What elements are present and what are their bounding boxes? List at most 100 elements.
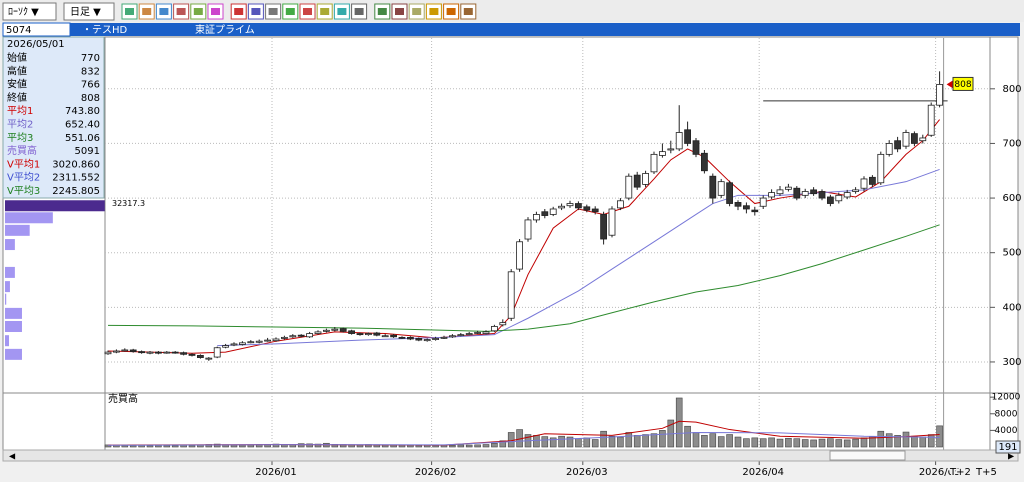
candle-body xyxy=(717,181,725,196)
candle-body xyxy=(860,178,868,189)
volume-bar xyxy=(785,437,792,448)
chart-type-button[interactable] xyxy=(2,2,57,21)
y-tick-label: 600 xyxy=(1002,193,1021,204)
candle-body xyxy=(650,153,658,173)
toolbar-icon-glyph xyxy=(125,8,134,15)
volume-bar xyxy=(558,435,565,448)
candle-body xyxy=(776,189,784,195)
candle-body xyxy=(356,333,364,336)
scroll-thumb[interactable] xyxy=(829,450,906,461)
price-volume-bar xyxy=(5,281,10,293)
scroll-right[interactable]: ▶ xyxy=(1008,452,1015,461)
volume-bar xyxy=(642,434,649,448)
x-tick-label: 2026/05 xyxy=(919,467,961,478)
candle-body xyxy=(406,336,414,340)
volume-bar xyxy=(465,444,473,448)
candle-body xyxy=(415,338,423,341)
moving-average-line xyxy=(107,224,940,332)
toolbar-icon-glyph xyxy=(193,8,203,15)
candle-body xyxy=(339,328,347,332)
price-volume-bar xyxy=(5,200,105,212)
volume-tick-label: 12000 xyxy=(992,393,1021,403)
candle-body xyxy=(583,206,591,211)
volume-bar xyxy=(717,436,725,448)
price-volume-bar xyxy=(5,293,7,305)
volume-bar xyxy=(591,439,599,448)
candle-body xyxy=(154,351,162,354)
info-label: 平均2 xyxy=(7,119,33,131)
candle-body xyxy=(364,333,372,336)
info-value: 551.06 xyxy=(65,133,100,144)
info-value: 743.80 xyxy=(65,106,100,117)
info-label: 始値 xyxy=(7,51,27,64)
toolbar-icon-glyph xyxy=(429,8,439,15)
volume-bar xyxy=(843,439,851,448)
volume-bar xyxy=(919,436,927,448)
volume-bar xyxy=(759,438,767,448)
volume-bar xyxy=(575,438,582,448)
period-button[interactable] xyxy=(63,2,115,21)
volume-bar xyxy=(692,432,700,448)
candle-body xyxy=(121,349,129,352)
volume-bar xyxy=(533,435,540,448)
volume-bar xyxy=(927,434,935,448)
volume-bar xyxy=(491,442,498,448)
candle-body xyxy=(507,271,515,319)
price-volume-bar xyxy=(5,266,15,278)
volume-bar xyxy=(239,444,246,448)
candle-body xyxy=(600,214,607,240)
info-value: 5091 xyxy=(75,146,100,157)
volume-bar xyxy=(600,430,607,448)
price-volume-bar xyxy=(5,335,10,347)
candle-body xyxy=(322,329,330,332)
candle-body xyxy=(516,241,523,270)
candle-body xyxy=(331,328,339,331)
volume-bar xyxy=(734,436,742,448)
toolbar-icon-glyph xyxy=(395,8,404,15)
candle-body xyxy=(163,351,171,354)
candle-body xyxy=(381,335,389,338)
candle-body xyxy=(751,209,759,213)
toolbar-icon-glyph xyxy=(320,8,330,15)
candle-body xyxy=(709,175,717,199)
toolbar-icon-glyph xyxy=(159,8,169,15)
candle-body xyxy=(936,84,943,106)
toolbar-icon-glyph xyxy=(446,8,456,15)
candle-body xyxy=(490,326,498,332)
candle-body xyxy=(499,322,507,326)
candle-body xyxy=(306,333,314,338)
info-panel xyxy=(2,36,105,199)
candle-body xyxy=(222,345,230,348)
info-value: 808 xyxy=(81,93,100,104)
candle-body xyxy=(852,189,859,192)
candle-body xyxy=(902,132,910,147)
candle-body xyxy=(726,182,733,204)
price-volume-bar xyxy=(5,239,15,251)
scroll-left[interactable]: ◀ xyxy=(9,452,16,461)
info-label: 平均3 xyxy=(7,132,33,144)
volume-box xyxy=(995,440,1021,454)
candle-body xyxy=(390,334,398,338)
volume-bar xyxy=(633,435,641,448)
candle-body xyxy=(869,176,876,185)
volume-bar xyxy=(885,433,893,448)
volume-bar xyxy=(297,443,305,448)
code-input[interactable] xyxy=(2,22,71,37)
future-mark: T+5 xyxy=(975,467,997,478)
candle-body xyxy=(213,347,221,358)
scrollbar[interactable] xyxy=(2,449,1019,462)
candle-body xyxy=(196,354,204,358)
x-tick-label: 2026/01 xyxy=(255,467,297,478)
volume-bar xyxy=(171,445,179,448)
candle-body xyxy=(667,148,675,151)
period-label: 日足 ▼ xyxy=(70,6,101,18)
candle-body xyxy=(911,133,918,144)
volume-bar xyxy=(617,436,624,448)
info-value: 766 xyxy=(81,80,100,91)
code: 5074 xyxy=(6,25,31,36)
info-label: 高値 xyxy=(7,64,27,77)
candle-body xyxy=(314,331,322,334)
moving-average-line xyxy=(217,168,940,347)
y-tick-label: 400 xyxy=(1002,302,1021,313)
candle-body xyxy=(255,340,263,343)
